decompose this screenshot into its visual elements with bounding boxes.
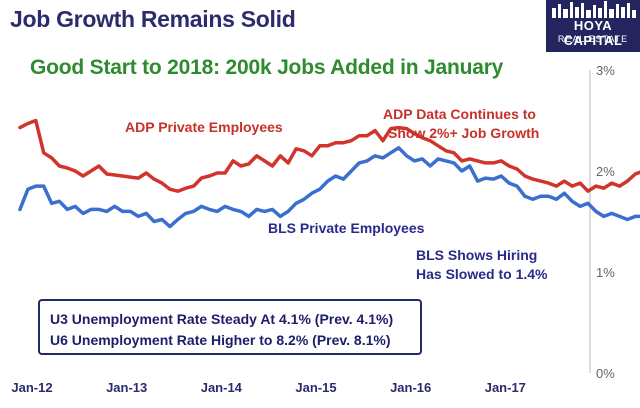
- y-ticks: 0% 1% 2% 3%: [596, 63, 615, 381]
- series-layer: [18, 118, 640, 229]
- x-tick-label: Jan-15: [295, 380, 336, 395]
- y-tick-label: 3%: [596, 63, 615, 78]
- x-tick-label: Jan-14: [201, 380, 243, 395]
- bls-note-line2: Has Slowed to 1.4%: [416, 266, 548, 282]
- x-tick-label: Jan-12: [11, 380, 52, 395]
- u6-rate-line: U6 Unemployment Rate Higher to 8.2% (Pre…: [50, 332, 391, 348]
- adp-note-line2: Show 2%+ Job Growth: [388, 125, 540, 141]
- bls-series-line: [18, 146, 640, 229]
- adp-note-line1: ADP Data Continues to: [383, 106, 536, 122]
- skyline-icon: [552, 1, 636, 18]
- x-tick-label: Jan-13: [106, 380, 147, 395]
- u3-rate-line: U3 Unemployment Rate Steady At 4.1% (Pre…: [50, 311, 394, 327]
- logo-subtext: REAL ESTATE: [557, 34, 629, 44]
- bls-series-label: BLS Private Employees: [268, 220, 425, 236]
- logo-text: HOYA CAPITAL: [563, 18, 623, 48]
- adp-series-label: ADP Private Employees: [125, 119, 283, 135]
- y-tick-label: 2%: [596, 164, 615, 179]
- hoya-capital-logo: HOYA CAPITAL REAL ESTATE: [546, 0, 640, 52]
- y-tick-label: 0%: [596, 366, 615, 381]
- unemployment-info-box: U3 Unemployment Rate Steady At 4.1% (Pre…: [38, 299, 422, 355]
- chart-subtitle: Good Start to 2018: 200k Jobs Added in J…: [30, 56, 504, 79]
- y-tick-label: 1%: [596, 265, 615, 280]
- x-tick-label: Jan-16: [390, 380, 431, 395]
- bls-note-line1: BLS Shows Hiring: [416, 247, 538, 263]
- adp-series-line: [18, 118, 640, 193]
- x-tick-label: Jan-17: [485, 380, 526, 395]
- x-ticks: Jan-12 Jan-13 Jan-14 Jan-15 Jan-16 Jan-17: [11, 380, 526, 395]
- chart-title: Job Growth Remains Solid: [10, 6, 296, 32]
